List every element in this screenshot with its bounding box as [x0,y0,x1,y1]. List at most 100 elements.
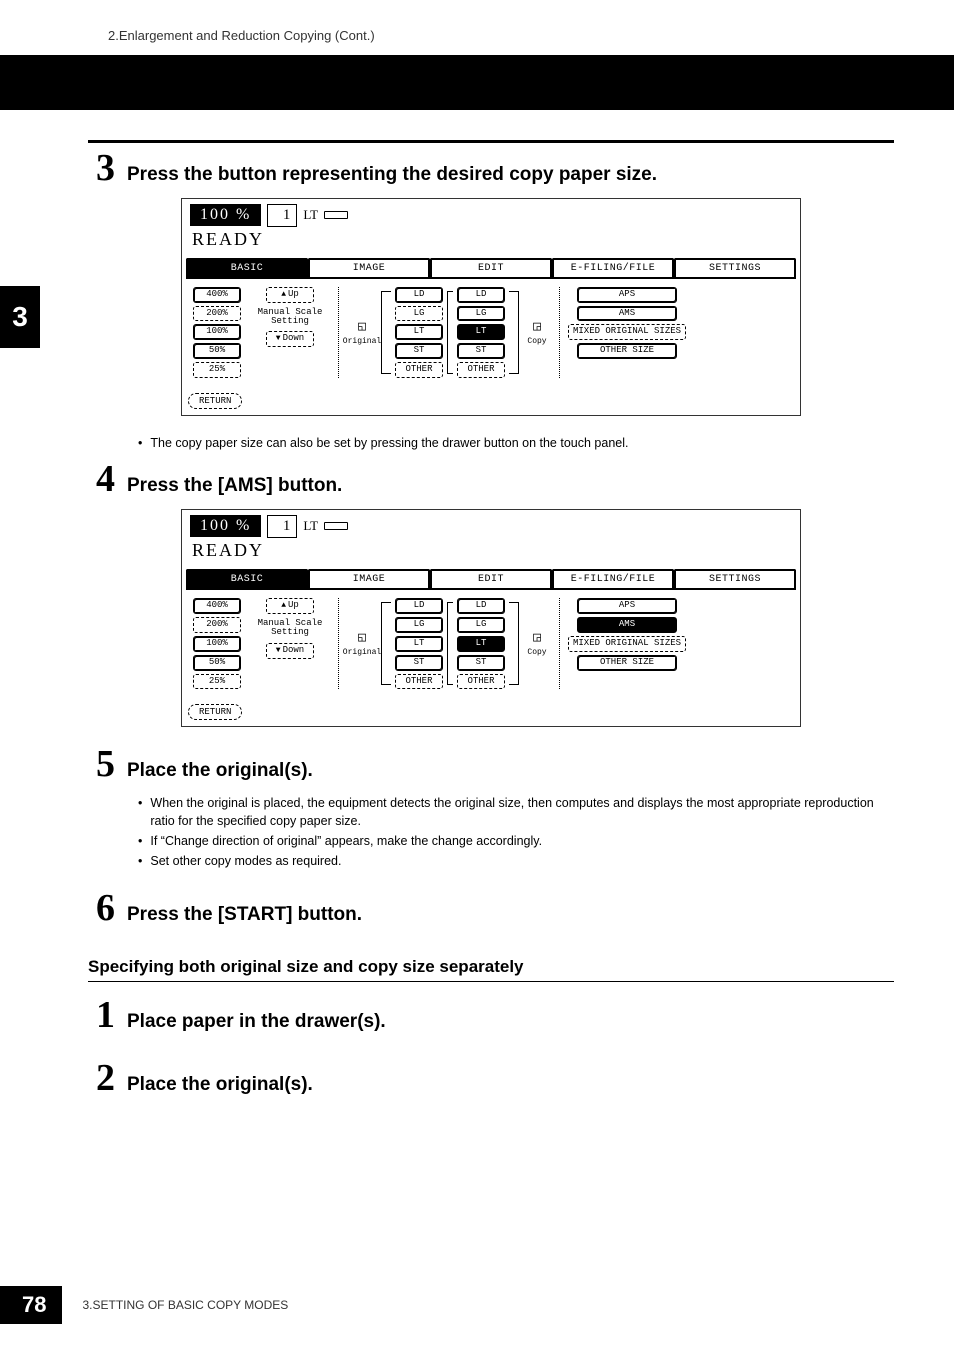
ratio-400[interactable]: 400% [193,287,241,303]
bullet-text: Set other copy modes as required. [150,852,341,870]
return-button[interactable]: RETURN [188,393,242,409]
copy-icon-col: ◲ Copy [523,598,551,689]
copy-lt[interactable]: LT [457,636,505,652]
tab-efiling[interactable]: E-FILING/FILE [552,569,674,588]
ams-button[interactable]: AMS [577,617,677,633]
down-button[interactable]: Down [266,643,314,659]
up-button[interactable]: Up [266,287,314,303]
bracket-left [381,291,391,374]
original-icon: ◱ [354,319,370,334]
copy-icon: ◲ [529,630,545,645]
tab-image[interactable]: IMAGE [308,569,430,588]
tab-basic[interactable]: BASIC [186,569,308,588]
orig-lg[interactable]: LG [395,306,443,322]
footer: 78 3.SETTING OF BASIC COPY MODES [0,1286,288,1324]
bullet-text: The copy paper size can also be set by p… [150,434,628,452]
orig-lt[interactable]: LT [395,636,443,652]
orig-other[interactable]: OTHER [395,674,443,690]
tab-edit[interactable]: EDIT [430,569,552,588]
step-4: 4 Press the [AMS] button. [96,460,894,499]
footer-chapter: 3.SETTING OF BASIC COPY MODES [82,1298,288,1312]
orig-ld[interactable]: LD [395,287,443,303]
ready-label: READY [182,229,800,254]
step-1b: 1 Place paper in the drawer(s). [96,996,894,1035]
step-number: 1 [96,996,115,1034]
panel-body: 400% 200% 100% 50% 25% Up Manual Scale S… [182,279,800,386]
note-block-3: • The copy paper size can also be set by… [138,434,894,452]
up-button[interactable]: Up [266,598,314,614]
copy-other[interactable]: OTHER [457,362,505,378]
ratio-200[interactable]: 200% [193,617,241,633]
tab-settings[interactable]: SETTINGS [674,569,796,588]
orig-other[interactable]: OTHER [395,362,443,378]
section-underline [88,981,894,982]
ratio-50[interactable]: 50% [193,655,241,671]
down-button[interactable]: Down [266,331,314,347]
tab-efiling[interactable]: E-FILING/FILE [552,258,674,277]
tab-bar: BASIC IMAGE EDIT E-FILING/FILE SETTINGS [182,254,800,277]
paper-size-indicator: LT [303,518,318,534]
updown-column: Up Manual Scale Setting Down [250,598,330,689]
ratio-25[interactable]: 25% [193,674,241,690]
copy-other[interactable]: OTHER [457,674,505,690]
ratio-100[interactable]: 100% [193,636,241,652]
copy-lg[interactable]: LG [457,617,505,633]
original-icon-col: ◱ Original [347,598,377,689]
ratio-25[interactable]: 25% [193,362,241,378]
tray-icon [324,522,348,530]
ratio-200[interactable]: 200% [193,306,241,322]
orig-st[interactable]: ST [395,655,443,671]
aps-button[interactable]: APS [577,287,677,303]
copy-icon: ◲ [529,319,545,334]
tab-settings[interactable]: SETTINGS [674,258,796,277]
chapter-tab: 3 [0,286,40,348]
orig-lg[interactable]: LG [395,617,443,633]
paper-size-indicator: LT [303,207,318,223]
divider [88,140,894,143]
orig-lt[interactable]: LT [395,324,443,340]
tab-bar: BASIC IMAGE EDIT E-FILING/FILE SETTINGS [182,565,800,588]
copy-sizes: LD LG LT ST OTHER [457,598,505,689]
step-instruction: Place paper in the drawer(s). [127,1002,386,1035]
divider-dotted-2 [559,598,560,689]
copy-st[interactable]: ST [457,343,505,359]
step-number: 6 [96,889,115,927]
step-number: 3 [96,149,115,187]
note-block-5: • When the original is placed, the equip… [138,794,894,871]
main-content: 3 Press the button representing the desi… [88,140,894,1108]
original-icon-col: ◱ Original [347,287,377,378]
mixed-sizes-button[interactable]: MIXED ORIGINAL SIZES [568,636,686,652]
return-button[interactable]: RETURN [188,704,242,720]
tab-image[interactable]: IMAGE [308,258,430,277]
copy-lg[interactable]: LG [457,306,505,322]
tab-basic[interactable]: BASIC [186,258,308,277]
copy-lt[interactable]: LT [457,324,505,340]
ams-button[interactable]: AMS [577,306,677,322]
touch-panel-screenshot-1: 100 % 1 LT READY BASIC IMAGE EDIT E-FILI… [181,198,801,416]
bracket-right [509,291,519,374]
step-2b: 2 Place the original(s). [96,1059,894,1098]
manual-scale-label: Manual Scale Setting [250,308,330,327]
bracket-right [509,602,519,685]
copy-icon-col: ◲ Copy [523,287,551,378]
ratio-50[interactable]: 50% [193,343,241,359]
ratio-100[interactable]: 100% [193,324,241,340]
orig-st[interactable]: ST [395,343,443,359]
original-icon: ◱ [354,630,370,645]
bullet-line: • The copy paper size can also be set by… [138,434,894,452]
copy-ld[interactable]: LD [457,598,505,614]
copy-st[interactable]: ST [457,655,505,671]
step-5: 5 Place the original(s). [96,745,894,784]
aps-button[interactable]: APS [577,598,677,614]
other-size-button[interactable]: OTHER SIZE [577,343,677,359]
orig-ld[interactable]: LD [395,598,443,614]
status-bar: 100 % 1 LT [182,199,800,229]
step-instruction: Place the original(s). [127,751,313,784]
other-size-button[interactable]: OTHER SIZE [577,655,677,671]
tab-edit[interactable]: EDIT [430,258,552,277]
mixed-sizes-button[interactable]: MIXED ORIGINAL SIZES [568,324,686,340]
ratio-400[interactable]: 400% [193,598,241,614]
panel-body: 400% 200% 100% 50% 25% Up Manual Scale S… [182,590,800,697]
copy-ld[interactable]: LD [457,287,505,303]
bullet-text: If “Change direction of original” appear… [150,832,542,850]
